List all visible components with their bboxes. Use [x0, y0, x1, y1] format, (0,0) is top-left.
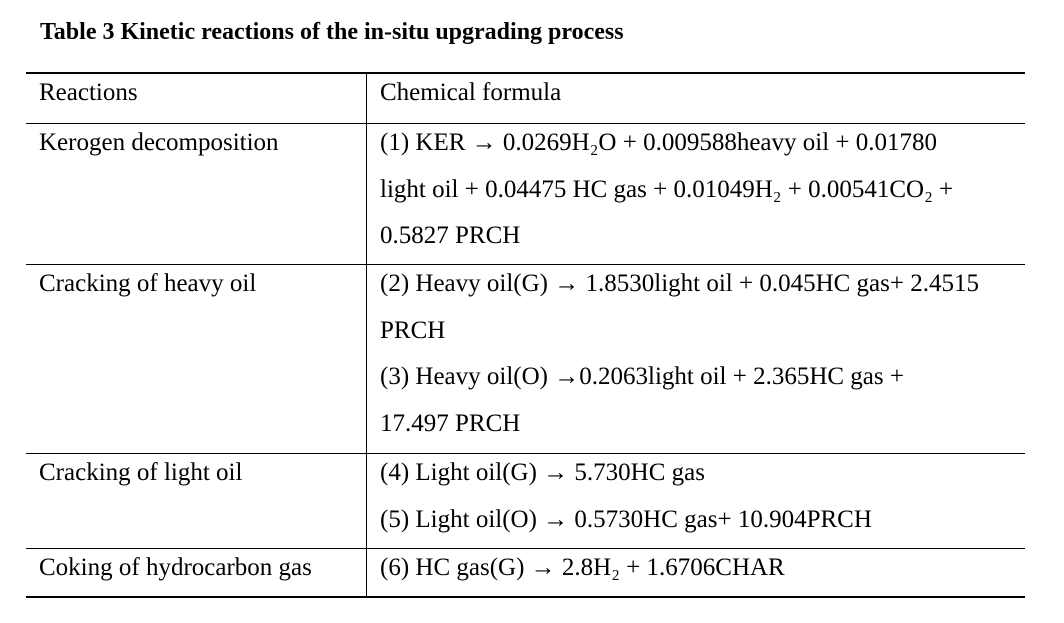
formula-line: (4) Light oil(G) → 5.730HC gas [380, 459, 705, 486]
formula-line: 17.497 PRCH [380, 409, 521, 437]
formula-line: 0.5827 PRCH [380, 222, 521, 249]
header-reactions: Reactions [26, 73, 367, 124]
header-chemical-formula: Chemical formula [380, 79, 562, 106]
reaction-name: Cracking of heavy oil [39, 270, 257, 297]
formula-line: (2) Heavy oil(G) → 1.8530light oil + 0.0… [380, 270, 979, 297]
formula-line: (6) HC gas(G) → 2.8H₂ + 1.6706CHAR [380, 554, 785, 581]
table-row: Coking of hydrocarbon gas (6) HC gas(G) … [26, 548, 1025, 597]
formula-line: (5) Light oil(O) → 0.5730HC gas+ 10.904P… [380, 505, 872, 533]
kinetic-reactions-table: Reactions Chemical formula Kerogen decom… [26, 72, 1025, 598]
table-title: Table 3 Kinetic reactions of the in-situ… [40, 19, 624, 45]
reaction-name: Cracking of light oil [39, 459, 243, 486]
table-row: Kerogen decomposition (1) KER → 0.0269H₂… [26, 123, 1025, 265]
reaction-name: Kerogen decomposition [39, 129, 279, 156]
formula-line: PRCH [380, 316, 446, 344]
formula-line: (1) KER → 0.0269H₂O + 0.009588heavy oil … [380, 129, 938, 156]
formula-line: (3) Heavy oil(O) →0.2063light oil + 2.36… [380, 363, 904, 390]
table-header-row: Reactions Chemical formula [26, 73, 1025, 124]
table-row: Cracking of light oil (4) Light oil(G) →… [26, 453, 1025, 549]
formula-line: light oil + 0.04475 HC gas + 0.01049H₂ +… [380, 175, 954, 203]
table-row: Cracking of heavy oil (2) Heavy oil(G) →… [26, 264, 1025, 454]
reaction-name: Coking of hydrocarbon gas [39, 554, 312, 581]
